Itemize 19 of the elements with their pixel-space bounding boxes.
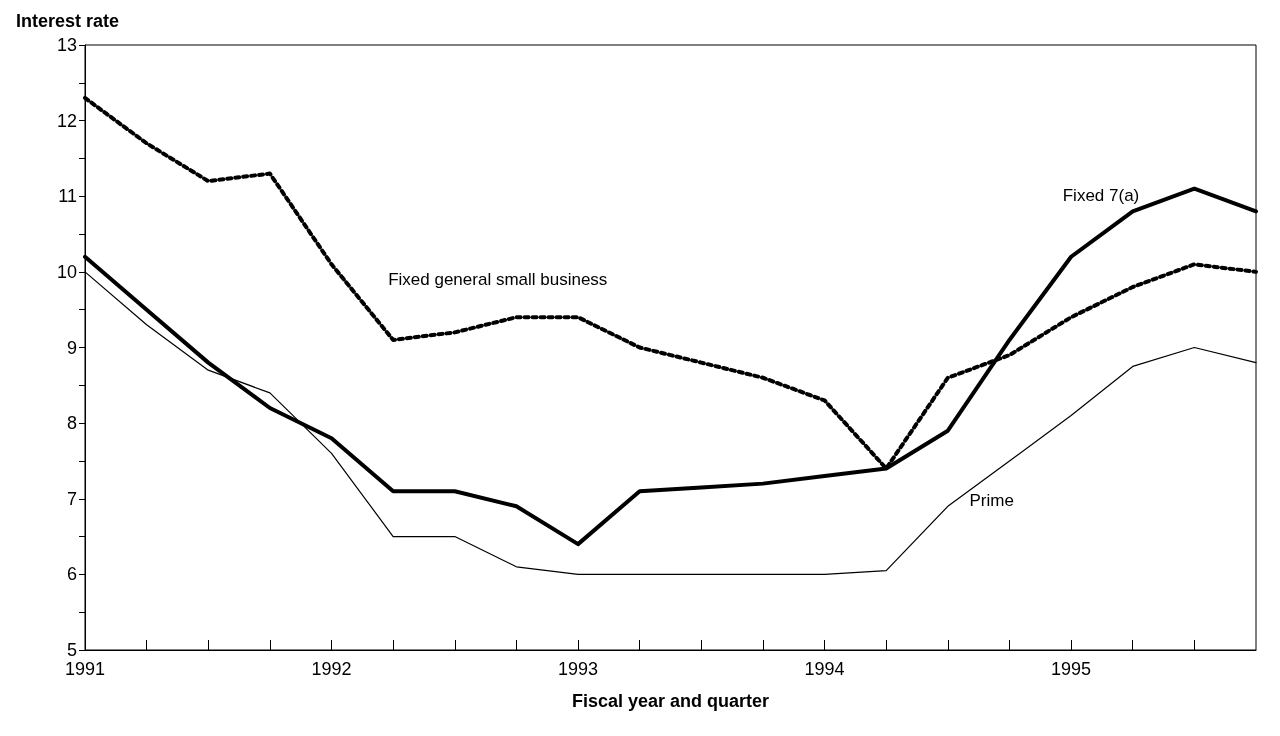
series-label: Prime [969, 491, 1014, 511]
y-tick-label: 11 [58, 186, 77, 207]
y-tick-label: 13 [56, 35, 77, 55]
x-tick-label: 1995 [1051, 659, 1092, 679]
x-tick-label: 1992 [311, 659, 352, 679]
y-axis-title: Interest rate [16, 11, 120, 31]
y-tick-label: 10 [56, 261, 77, 282]
series-label: Fixed general small business [388, 270, 608, 290]
y-tick-label: 6 [66, 564, 77, 585]
x-tick-label: 1991 [64, 659, 106, 679]
y-tick-label: 12 [56, 110, 77, 131]
y-tick-label: 7 [66, 488, 77, 509]
x-tick-label: 1994 [804, 659, 845, 679]
x-axis-title: Fiscal year and quarter [571, 691, 770, 711]
y-tick-label: 5 [66, 640, 77, 660]
series-label: Fixed 7(a) [1062, 185, 1140, 205]
x-tick-label: 1993 [558, 659, 599, 679]
y-tick-label: 8 [66, 413, 77, 434]
y-tick-label: 9 [66, 337, 77, 358]
